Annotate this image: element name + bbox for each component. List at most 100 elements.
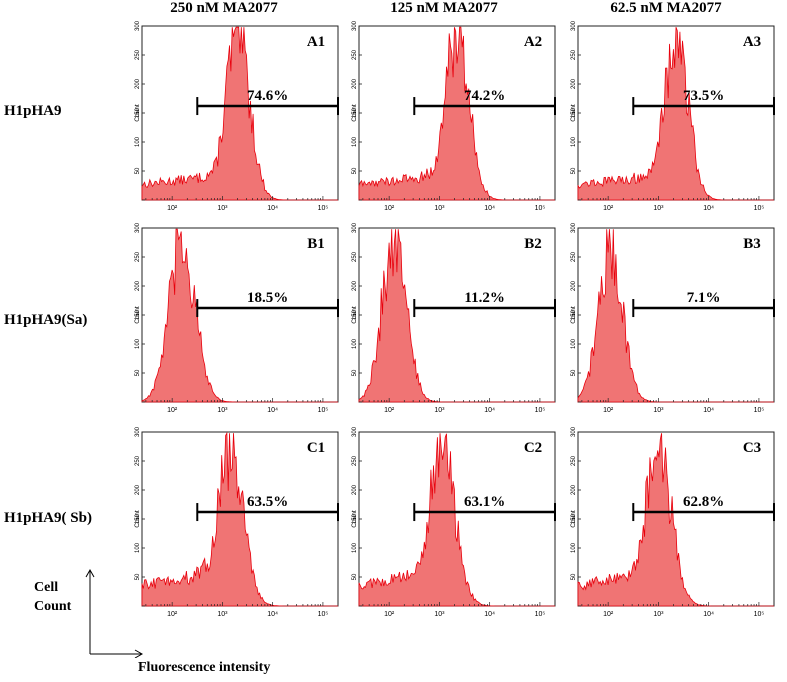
y-tick-label: 300 [352,426,358,437]
histogram-panel-A3: 50 100 150 200 250 300 Count 10² 10³ 10⁴ 10⁵ 73.5% A… [566,20,778,216]
column-header-62-5nm: 62.5 nM MA2077 [610,0,722,16]
histogram-svg-C3: 50 100 150 200 250 300 Count 10² 10³ 10⁴ 10⁵ 62.8% C… [570,426,775,618]
x-tick-label: 10² [167,611,178,618]
y-tick-label: 100 [571,338,577,349]
x-tick-label: 10⁴ [267,205,278,212]
y-tick-label: 300 [352,20,358,31]
cell-count-title-line2: Count [34,599,72,614]
y-tick-label: 200 [352,280,358,291]
y-tick-label: 50 [135,573,141,580]
row-label-h1pha9-sa: H1pHA9(Sa) [4,312,88,328]
y-axis-title: Count [570,306,577,324]
histogram-area [358,229,555,403]
histogram-panel-C1: 50 100 150 200 250 300 Count 10² 10³ 10⁴ 10⁵ 63.5% C… [130,426,342,622]
gate-percent-label: 11.2% [464,290,504,306]
histogram-svg-A3: 50 100 150 200 250 300 Count 10² 10³ 10⁴ 10⁵ 73.5% A… [570,20,775,212]
y-tick-label: 250 [352,49,358,60]
y-tick-label: 100 [135,338,141,349]
y-tick-label: 150 [352,309,358,320]
y-tick-label: 250 [571,49,577,60]
y-tick-label: 300 [135,426,141,437]
column-header-250nm: 250 nM MA2077 [170,0,278,16]
y-tick-label: 150 [352,513,358,524]
column-header-125nm: 125 nM MA2077 [390,0,498,16]
row-label-h1pha9-sb: H1pHA9( Sb) [4,510,92,526]
y-tick-label: 250 [135,455,141,466]
y-tick-label: 150 [571,513,577,524]
x-tick-label: 10⁵ [754,611,765,618]
x-tick-label: 10³ [653,205,664,212]
y-tick-label: 100 [135,136,141,147]
histogram-area [577,27,774,201]
x-axis-title: Fluorescence intensity [138,660,271,675]
y-tick-label: 150 [571,309,577,320]
histogram-svg-A1: 50 100 150 200 250 300 Count 10² 10³ 10⁴ 10⁵ 74.6% A… [134,20,339,212]
x-tick-label: 10⁵ [535,407,546,414]
y-tick-label: 300 [135,20,141,31]
y-tick-label: 300 [571,20,577,31]
gate-percent-label: 74.2% [464,88,505,104]
x-tick-label: 10⁵ [535,205,546,212]
y-tick-label: 200 [352,484,358,495]
y-tick-label: 300 [571,222,577,233]
x-tick-label: 10² [167,205,178,212]
y-tick-label: 50 [135,167,141,174]
y-tick-label: 50 [352,369,358,376]
x-tick-label: 10³ [653,407,664,414]
y-axis-title: Count [351,510,358,528]
gate-percent-label: 18.5% [247,290,288,306]
histogram-svg-B3: 50 100 150 200 250 300 Count 10² 10³ 10⁴ 10⁵ 7.1% B3 [570,222,775,414]
x-tick-label: 10³ [653,611,664,618]
histogram-svg-A2: 50 100 150 200 250 300 Count 10² 10³ 10⁴ 10⁵ 74.2% A… [351,20,556,212]
gate-percent-label: 63.1% [464,494,505,510]
x-tick-label: 10⁴ [703,611,714,618]
gate-percent-label: 62.8% [683,494,724,510]
histogram-panel-A1: 50 100 150 200 250 300 Count 10² 10³ 10⁴ 10⁵ 74.6% A… [130,20,342,216]
y-tick-label: 250 [352,455,358,466]
histogram-panel-C2: 50 100 150 200 250 300 Count 10² 10³ 10⁴ 10⁵ 63.1% C… [347,426,559,622]
y-axis-title: Count [134,104,141,122]
gate-percent-label: 73.5% [683,88,724,104]
histogram-area [577,433,774,607]
histogram-panel-A2: 50 100 150 200 250 300 Count 10² 10³ 10⁴ 10⁵ 74.2% A… [347,20,559,216]
y-tick-label: 200 [571,280,577,291]
x-tick-label: 10⁴ [484,407,495,414]
y-tick-label: 100 [352,542,358,553]
x-tick-label: 10² [384,611,395,618]
x-tick-label: 10⁵ [318,407,329,414]
histogram-svg-B1: 50 100 150 200 250 300 Count 10² 10³ 10⁴ 10⁵ 18.5% B… [134,222,339,414]
x-tick-label: 10³ [217,407,228,414]
y-tick-label: 200 [352,78,358,89]
x-tick-label: 10⁵ [318,611,329,618]
histogram-panel-B2: 50 100 150 200 250 300 Count 10² 10³ 10⁴ 10⁵ 11.2% B… [347,222,559,418]
y-tick-label: 150 [135,309,141,320]
x-tick-label: 10⁵ [754,407,765,414]
x-tick-label: 10² [603,407,614,414]
histogram-area [358,26,555,201]
panel-id-label: A1 [307,34,325,50]
x-tick-label: 10² [603,611,614,618]
y-tick-label: 200 [135,484,141,495]
y-tick-label: 50 [571,167,577,174]
histogram-area [141,26,338,201]
gate-percent-label: 63.5% [247,494,288,510]
y-tick-label: 50 [352,573,358,580]
histogram-area [141,431,338,607]
y-tick-label: 100 [352,136,358,147]
y-axis-title: Count [570,104,577,122]
y-tick-label: 50 [571,369,577,376]
x-tick-label: 10⁴ [703,205,714,212]
x-tick-label: 10³ [434,205,445,212]
x-tick-label: 10⁵ [318,205,329,212]
panel-id-label: A2 [524,34,542,50]
y-axis-title: Count [351,306,358,324]
y-tick-label: 50 [135,369,141,376]
y-tick-label: 100 [352,338,358,349]
y-tick-label: 200 [571,78,577,89]
histogram-svg-C2: 50 100 150 200 250 300 Count 10² 10³ 10⁴ 10⁵ 63.1% C… [351,426,556,618]
y-tick-label: 250 [352,251,358,262]
histogram-area [358,433,555,607]
x-tick-label: 10⁴ [484,611,495,618]
x-tick-label: 10² [384,407,395,414]
y-axis-title: Count [134,306,141,324]
